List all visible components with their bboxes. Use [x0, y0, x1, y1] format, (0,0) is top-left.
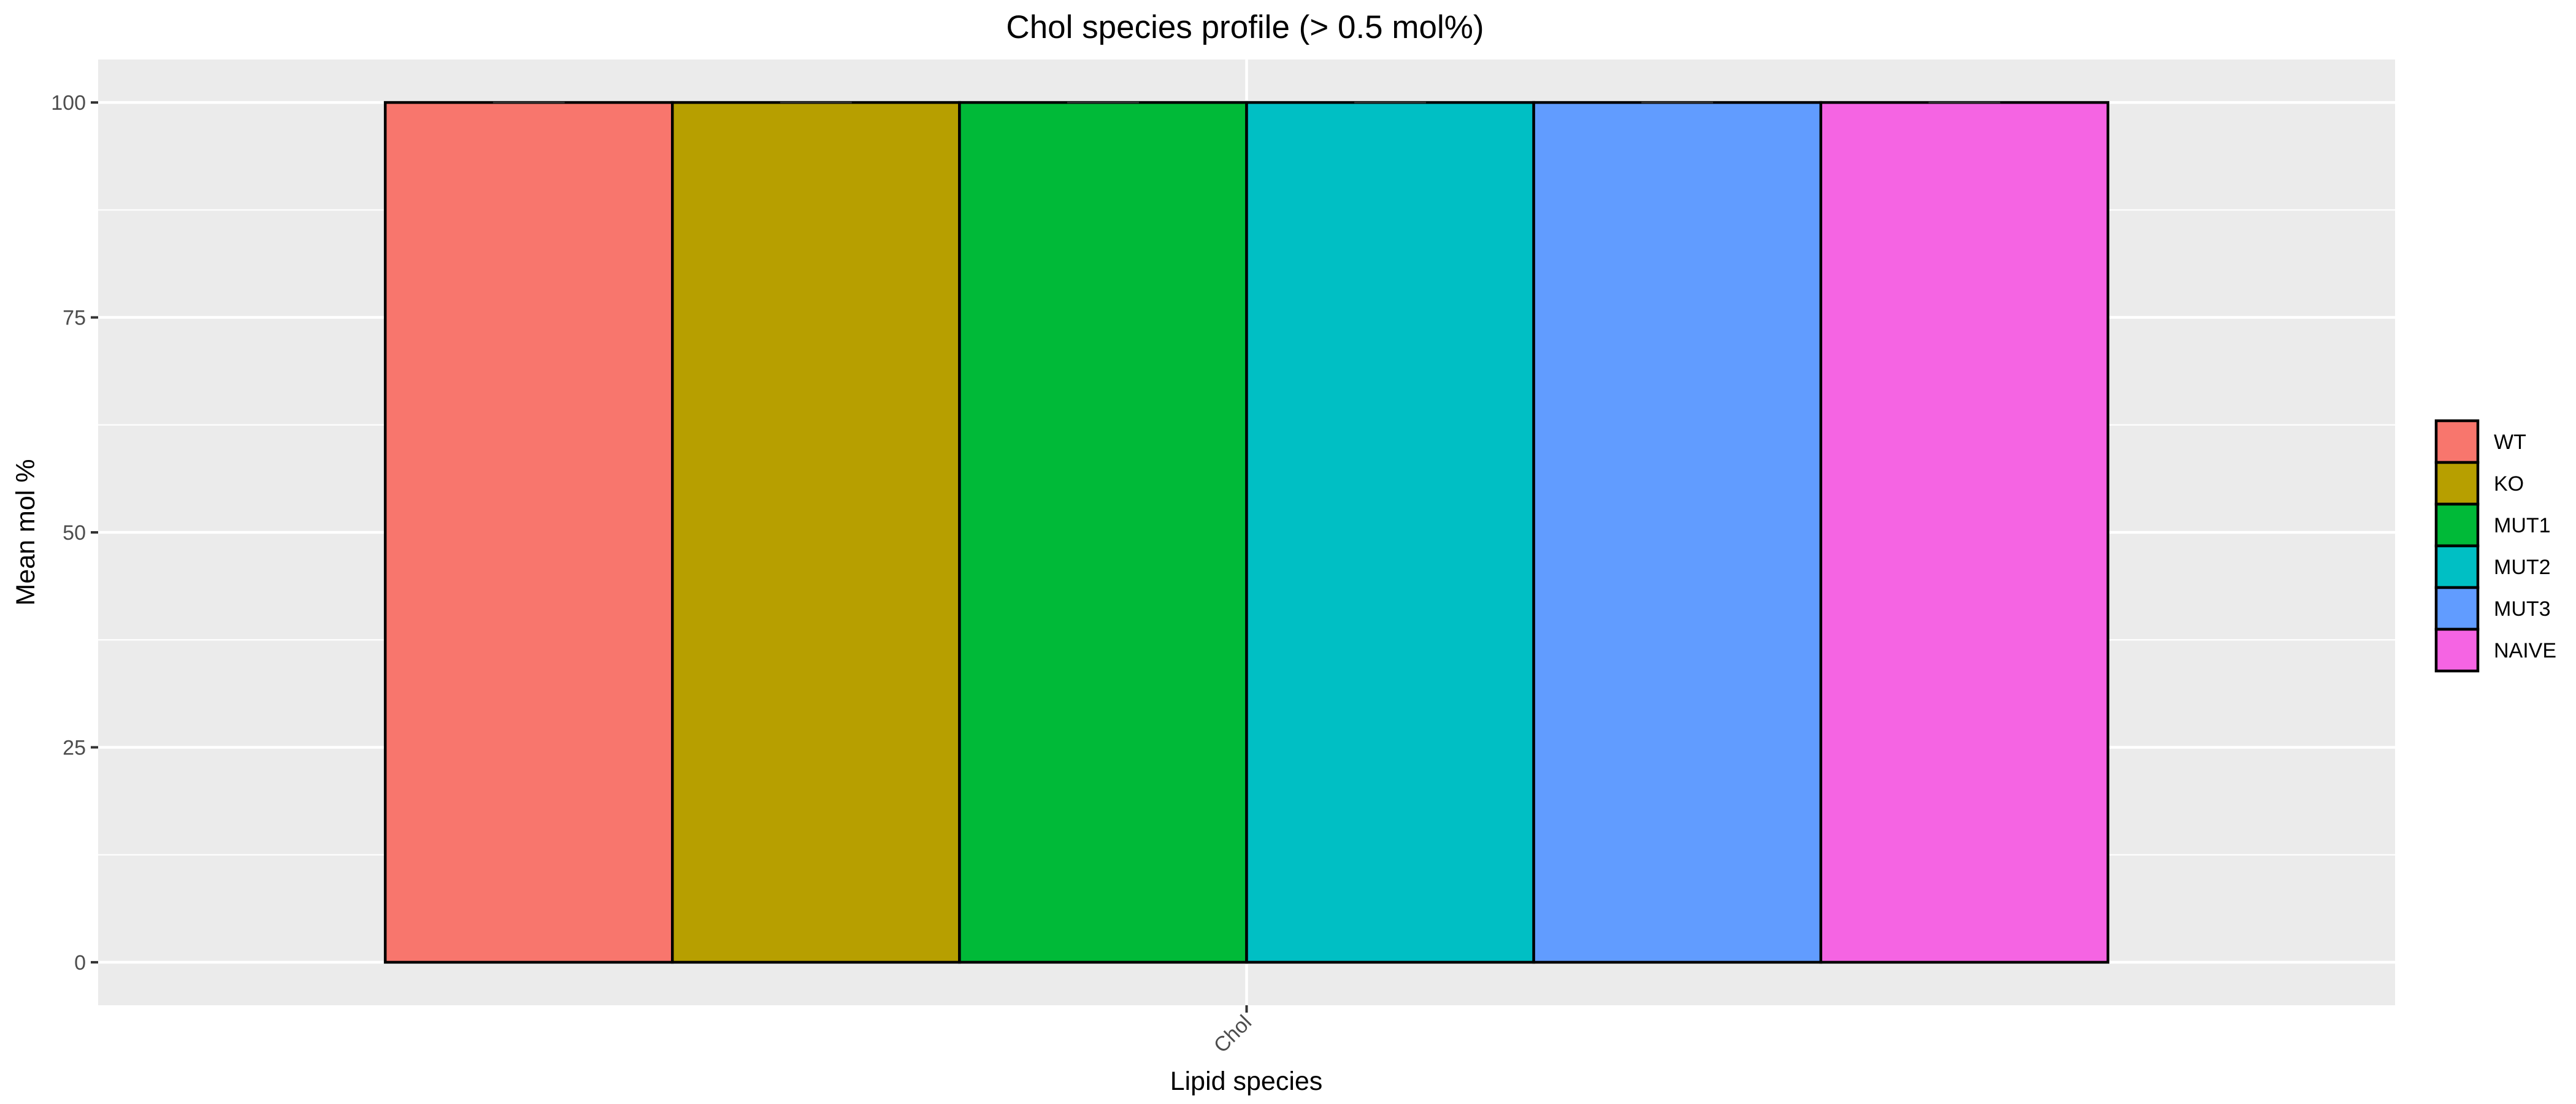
y-tick-label: 25: [63, 736, 86, 759]
y-tick-label: 50: [63, 521, 86, 545]
legend-key-naive: [2434, 627, 2480, 673]
bar-wt: [383, 101, 674, 964]
y-tick-label: 0: [74, 951, 86, 975]
legend-key-mut3: [2434, 586, 2480, 631]
legend-label-mut2: MUT2: [2494, 556, 2551, 579]
legend-label-wt: WT: [2494, 431, 2526, 454]
bar-mut1: [958, 101, 1248, 964]
bar-mut2: [1245, 101, 1535, 964]
legend-key-ko: [2434, 461, 2480, 506]
legend-label-ko: KO: [2494, 472, 2524, 496]
y-tick-label: 75: [63, 307, 86, 330]
y-axis: 0 25 50 75 100: [51, 91, 98, 975]
chart-title: Chol species profile (> 0.5 mol%): [1006, 9, 1484, 45]
x-axis-title: Lipid species: [1170, 1067, 1323, 1096]
legend-label-naive: NAIVE: [2494, 639, 2556, 662]
legend: WT KO MUT1 MUT2 MUT3 NAIVE: [2434, 419, 2556, 673]
bar-naive: [1819, 101, 2110, 964]
bar-mut3: [1532, 101, 1822, 964]
legend-key-mut1: [2434, 502, 2480, 548]
legend-key-wt: [2434, 419, 2480, 464]
x-tick-label: Chol: [1209, 1011, 1256, 1057]
y-tick-label: 100: [51, 91, 86, 115]
bar-ko: [671, 101, 961, 964]
y-axis-title: Mean mol %: [11, 459, 40, 606]
legend-key-mut2: [2434, 544, 2480, 589]
x-axis: Chol: [1209, 1005, 1256, 1057]
bars: [383, 101, 2110, 964]
legend-label-mut1: MUT1: [2494, 514, 2551, 537]
legend-label-mut3: MUT3: [2494, 597, 2551, 621]
